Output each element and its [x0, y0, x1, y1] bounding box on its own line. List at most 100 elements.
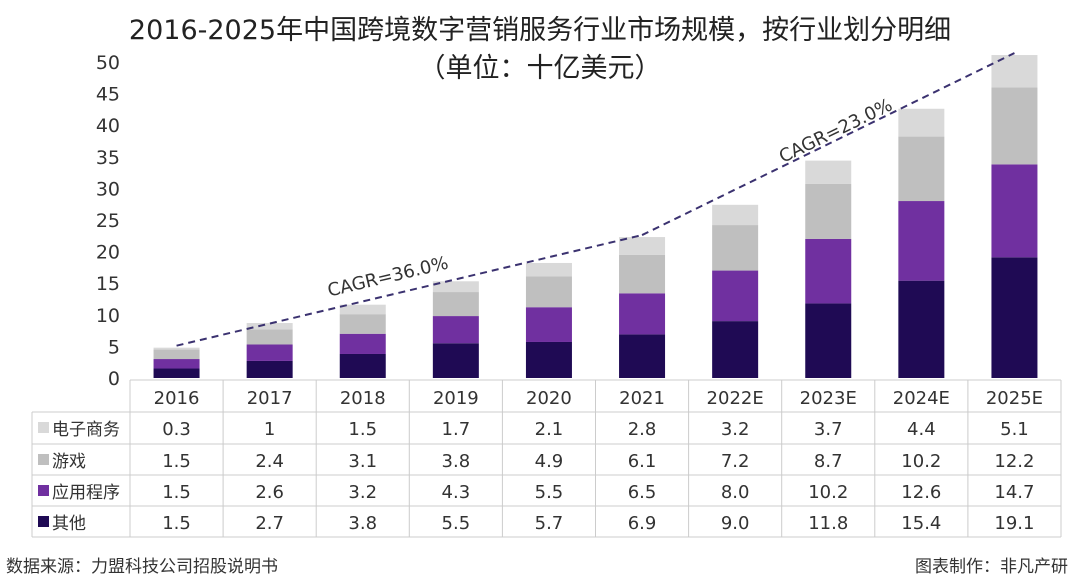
data-label: 12.2 — [994, 451, 1034, 472]
data-label: 9.0 — [721, 513, 750, 534]
bar-segment — [246, 344, 293, 361]
y-tick-label: 45 — [96, 84, 120, 106]
data-label: 5.5 — [442, 513, 471, 534]
legend-label: 电子商务 — [52, 420, 120, 440]
bar-segment — [805, 303, 852, 378]
data-label: 3.8 — [348, 513, 377, 534]
bar-segment — [712, 225, 759, 271]
y-tick-label: 50 — [96, 52, 120, 74]
data-label: 2.4 — [255, 451, 284, 472]
data-label: 12.6 — [901, 482, 941, 503]
data-label: 6.1 — [628, 451, 657, 472]
data-label: 2.6 — [255, 482, 284, 503]
data-label: 10.2 — [808, 482, 848, 503]
bar-segment — [432, 316, 479, 344]
legend-swatch — [38, 454, 49, 465]
data-label: 4.9 — [535, 451, 564, 472]
bar-segment — [525, 341, 572, 378]
chart-title: 2016-2025年中国跨境数字营销服务行业市场规模，按行业划分明细 — [128, 15, 952, 46]
bar-segment — [898, 280, 945, 378]
x-tick-label: 2017 — [247, 388, 293, 409]
bar-segment — [153, 349, 200, 360]
x-tick-label: 2021 — [619, 388, 665, 409]
y-tick-label: 15 — [96, 273, 120, 295]
legend-swatch — [38, 485, 49, 496]
cagr-label: CAGR=23.0% — [776, 95, 896, 168]
x-tick-label: 2024E — [893, 388, 950, 409]
y-tick-label: 25 — [96, 210, 120, 232]
bar-segment — [432, 292, 479, 317]
bar-segment — [339, 304, 386, 315]
data-label: 3.1 — [348, 451, 377, 472]
x-tick-label: 2020 — [526, 388, 572, 409]
bar-segment — [898, 201, 945, 281]
data-label: 4.3 — [442, 482, 471, 503]
data-label: 14.7 — [994, 482, 1034, 503]
data-label: 4.4 — [907, 419, 936, 440]
data-label: 3.7 — [814, 419, 843, 440]
bar-segment — [339, 333, 386, 354]
x-tick-label: 2025E — [986, 388, 1043, 409]
data-label: 6.5 — [628, 482, 657, 503]
source-note: 数据来源：力盟科技公司招股说明书 — [6, 557, 278, 577]
bar-segment — [712, 321, 759, 378]
data-label: 5.5 — [535, 482, 564, 503]
data-label: 8.0 — [721, 482, 750, 503]
chart-subtitle: （单位：十亿美元） — [418, 53, 662, 84]
bar-segment — [246, 360, 293, 378]
bar-segment — [805, 183, 852, 239]
y-tick-label: 20 — [96, 242, 120, 264]
data-label: 1.7 — [442, 419, 471, 440]
data-label: 10.2 — [901, 451, 941, 472]
cagr-label: CAGR=36.0% — [326, 253, 451, 302]
data-label: 2.8 — [628, 419, 657, 440]
data-label: 3.8 — [442, 451, 471, 472]
data-label: 19.1 — [994, 513, 1034, 534]
x-tick-label: 2018 — [340, 388, 386, 409]
data-label: 3.2 — [348, 482, 377, 503]
data-label: 1.5 — [162, 482, 191, 503]
x-tick-label: 2019 — [433, 388, 479, 409]
bar-segment — [898, 136, 945, 202]
bar-segment — [525, 276, 572, 308]
legend-swatch — [38, 516, 49, 527]
data-label: 2.1 — [535, 419, 564, 440]
bar-segment — [246, 323, 293, 330]
y-tick-label: 5 — [108, 336, 120, 358]
y-tick-label: 40 — [96, 115, 120, 137]
x-tick-label: 2023E — [800, 388, 857, 409]
bar-segment — [991, 257, 1038, 378]
x-tick-label: 2022E — [707, 388, 764, 409]
data-label: 1.5 — [348, 419, 377, 440]
bar-segment — [712, 204, 759, 226]
bar-segment — [432, 281, 479, 293]
bar-segment — [991, 87, 1038, 165]
data-label: 6.9 — [628, 513, 657, 534]
data-label: 1.5 — [162, 451, 191, 472]
data-label: 1.5 — [162, 513, 191, 534]
bar-segment — [619, 237, 666, 255]
y-tick-label: 10 — [96, 305, 120, 327]
data-label: 3.2 — [721, 419, 750, 440]
data-label: 2.7 — [255, 513, 284, 534]
y-tick-label: 0 — [108, 368, 120, 390]
x-tick-label: 2016 — [154, 388, 200, 409]
bar-segment — [525, 307, 572, 342]
cagr-trend-line — [641, 52, 1015, 236]
data-label: 1 — [264, 419, 275, 440]
bar-segment — [246, 329, 293, 345]
data-label: 11.8 — [808, 513, 848, 534]
legend-label: 其他 — [52, 514, 86, 534]
credit-note: 图表制作：非凡产研 — [915, 557, 1068, 577]
bar-segment — [153, 359, 200, 369]
y-tick-label: 30 — [96, 178, 120, 200]
bar-segment — [619, 293, 666, 335]
y-tick-label: 35 — [96, 147, 120, 169]
bar-segment — [619, 334, 666, 378]
data-label: 5.7 — [535, 513, 564, 534]
bar-segment — [339, 353, 386, 378]
bar-segment — [432, 343, 479, 378]
legend-label: 游戏 — [52, 452, 86, 472]
